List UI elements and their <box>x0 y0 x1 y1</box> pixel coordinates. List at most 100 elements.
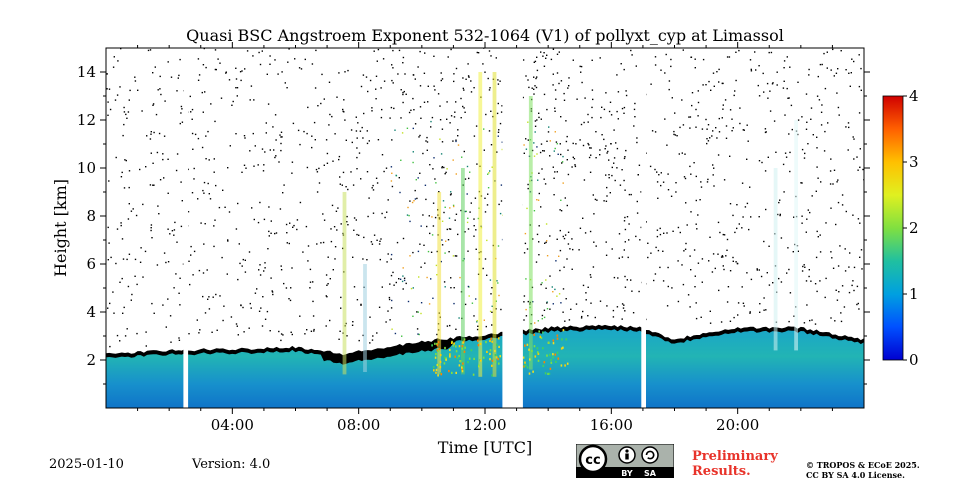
noise-speckle <box>573 158 576 160</box>
noise-speckle <box>623 220 626 222</box>
noise-speckle <box>636 200 638 203</box>
noise-speckle <box>733 94 735 97</box>
noise-speckle <box>701 258 704 260</box>
aerosol-pixel <box>435 353 437 356</box>
noise-speckle <box>449 228 452 230</box>
noise-speckle <box>336 229 338 231</box>
noise-speckle <box>120 222 122 224</box>
noise-speckle <box>549 155 551 157</box>
noise-speckle <box>450 48 452 51</box>
noise-speckle <box>140 247 142 249</box>
noise-speckle <box>158 132 161 135</box>
noise-speckle <box>272 126 274 128</box>
noise-speckle <box>695 302 697 304</box>
noise-speckle <box>832 48 834 51</box>
aerosol-pixel <box>486 350 488 353</box>
noise-speckle <box>806 121 808 123</box>
noise-speckle <box>820 124 823 126</box>
noise-speckle <box>759 311 761 313</box>
noise-speckle <box>571 238 573 240</box>
aerosol-pixel <box>552 342 555 345</box>
noise-speckle <box>476 163 478 165</box>
noise-speckle <box>403 277 406 279</box>
noise-speckle <box>353 217 356 219</box>
aerosol-pixel <box>539 335 542 338</box>
noise-speckle <box>712 130 714 132</box>
noise-speckle <box>226 46 227 47</box>
noise-speckle <box>617 91 620 93</box>
noise-speckle <box>636 212 639 214</box>
noise-speckle <box>772 282 774 284</box>
noise-speckle <box>452 255 455 257</box>
noise-speckle <box>487 173 489 175</box>
aerosol-pixel <box>462 365 464 368</box>
noise-speckle <box>533 210 536 212</box>
noise-speckle <box>651 130 654 132</box>
noise-speckle <box>362 258 364 260</box>
noise-speckle <box>543 309 546 311</box>
noise-speckle <box>297 129 300 132</box>
y-tick-label: 10 <box>77 159 96 177</box>
noise-speckle <box>473 235 475 237</box>
noise-speckle <box>180 105 183 108</box>
noise-speckle <box>732 260 734 262</box>
noise-speckle <box>213 225 215 227</box>
noise-speckle <box>656 181 659 183</box>
noise-speckle <box>572 59 574 61</box>
noise-speckle <box>441 239 443 241</box>
noise-speckle <box>724 99 727 101</box>
noise-speckle <box>772 82 774 84</box>
noise-speckle <box>338 338 340 340</box>
aerosol-pixel <box>463 338 466 341</box>
noise-speckle <box>549 308 551 310</box>
noise-speckle <box>306 329 308 331</box>
noise-speckle <box>390 166 393 168</box>
noise-speckle <box>554 89 557 91</box>
noise-speckle <box>257 164 259 166</box>
noise-speckle <box>475 298 477 300</box>
noise-speckle <box>350 129 353 131</box>
noise-speckle <box>638 290 640 293</box>
noise-speckle <box>592 98 594 101</box>
noise-speckle <box>125 159 127 162</box>
noise-speckle <box>271 290 273 292</box>
noise-speckle <box>490 293 492 295</box>
noise-speckle <box>543 178 545 180</box>
noise-speckle <box>580 65 583 68</box>
noise-speckle <box>624 156 626 158</box>
noise-speckle <box>662 181 665 183</box>
noise-speckle <box>134 76 136 78</box>
noise-speckle <box>499 122 502 125</box>
noise-speckle <box>280 333 283 335</box>
noise-speckle <box>711 135 713 137</box>
noise-speckle <box>169 315 172 317</box>
noise-speckle <box>379 258 381 261</box>
noise-speckle <box>670 65 672 68</box>
noise-speckle <box>674 112 676 114</box>
noise-speckle <box>534 85 536 87</box>
noise-speckle <box>241 171 243 173</box>
noise-speckle <box>650 83 652 85</box>
noise-speckle <box>582 144 585 147</box>
noise-speckle <box>799 46 800 47</box>
noise-speckle <box>722 108 724 110</box>
noise-speckle <box>523 295 526 297</box>
noise-speckle <box>416 197 418 200</box>
noise-speckle <box>371 243 374 245</box>
noise-speckle <box>467 285 470 288</box>
noise-speckle <box>849 45 850 46</box>
noise-speckle <box>156 151 159 154</box>
noise-speckle <box>589 171 592 173</box>
aerosol-pixel <box>494 349 496 353</box>
noise-speckle <box>436 333 438 336</box>
noise-speckle <box>444 173 446 175</box>
noise-speckle <box>678 153 680 155</box>
noise-speckle <box>300 68 303 70</box>
noise-speckle <box>466 165 469 168</box>
noise-speckle <box>363 236 365 239</box>
noise-speckle <box>274 156 276 159</box>
noise-speckle <box>545 57 547 59</box>
noise-speckle <box>558 255 560 257</box>
aerosol-pixel <box>473 357 475 360</box>
noise-speckle <box>756 269 758 271</box>
